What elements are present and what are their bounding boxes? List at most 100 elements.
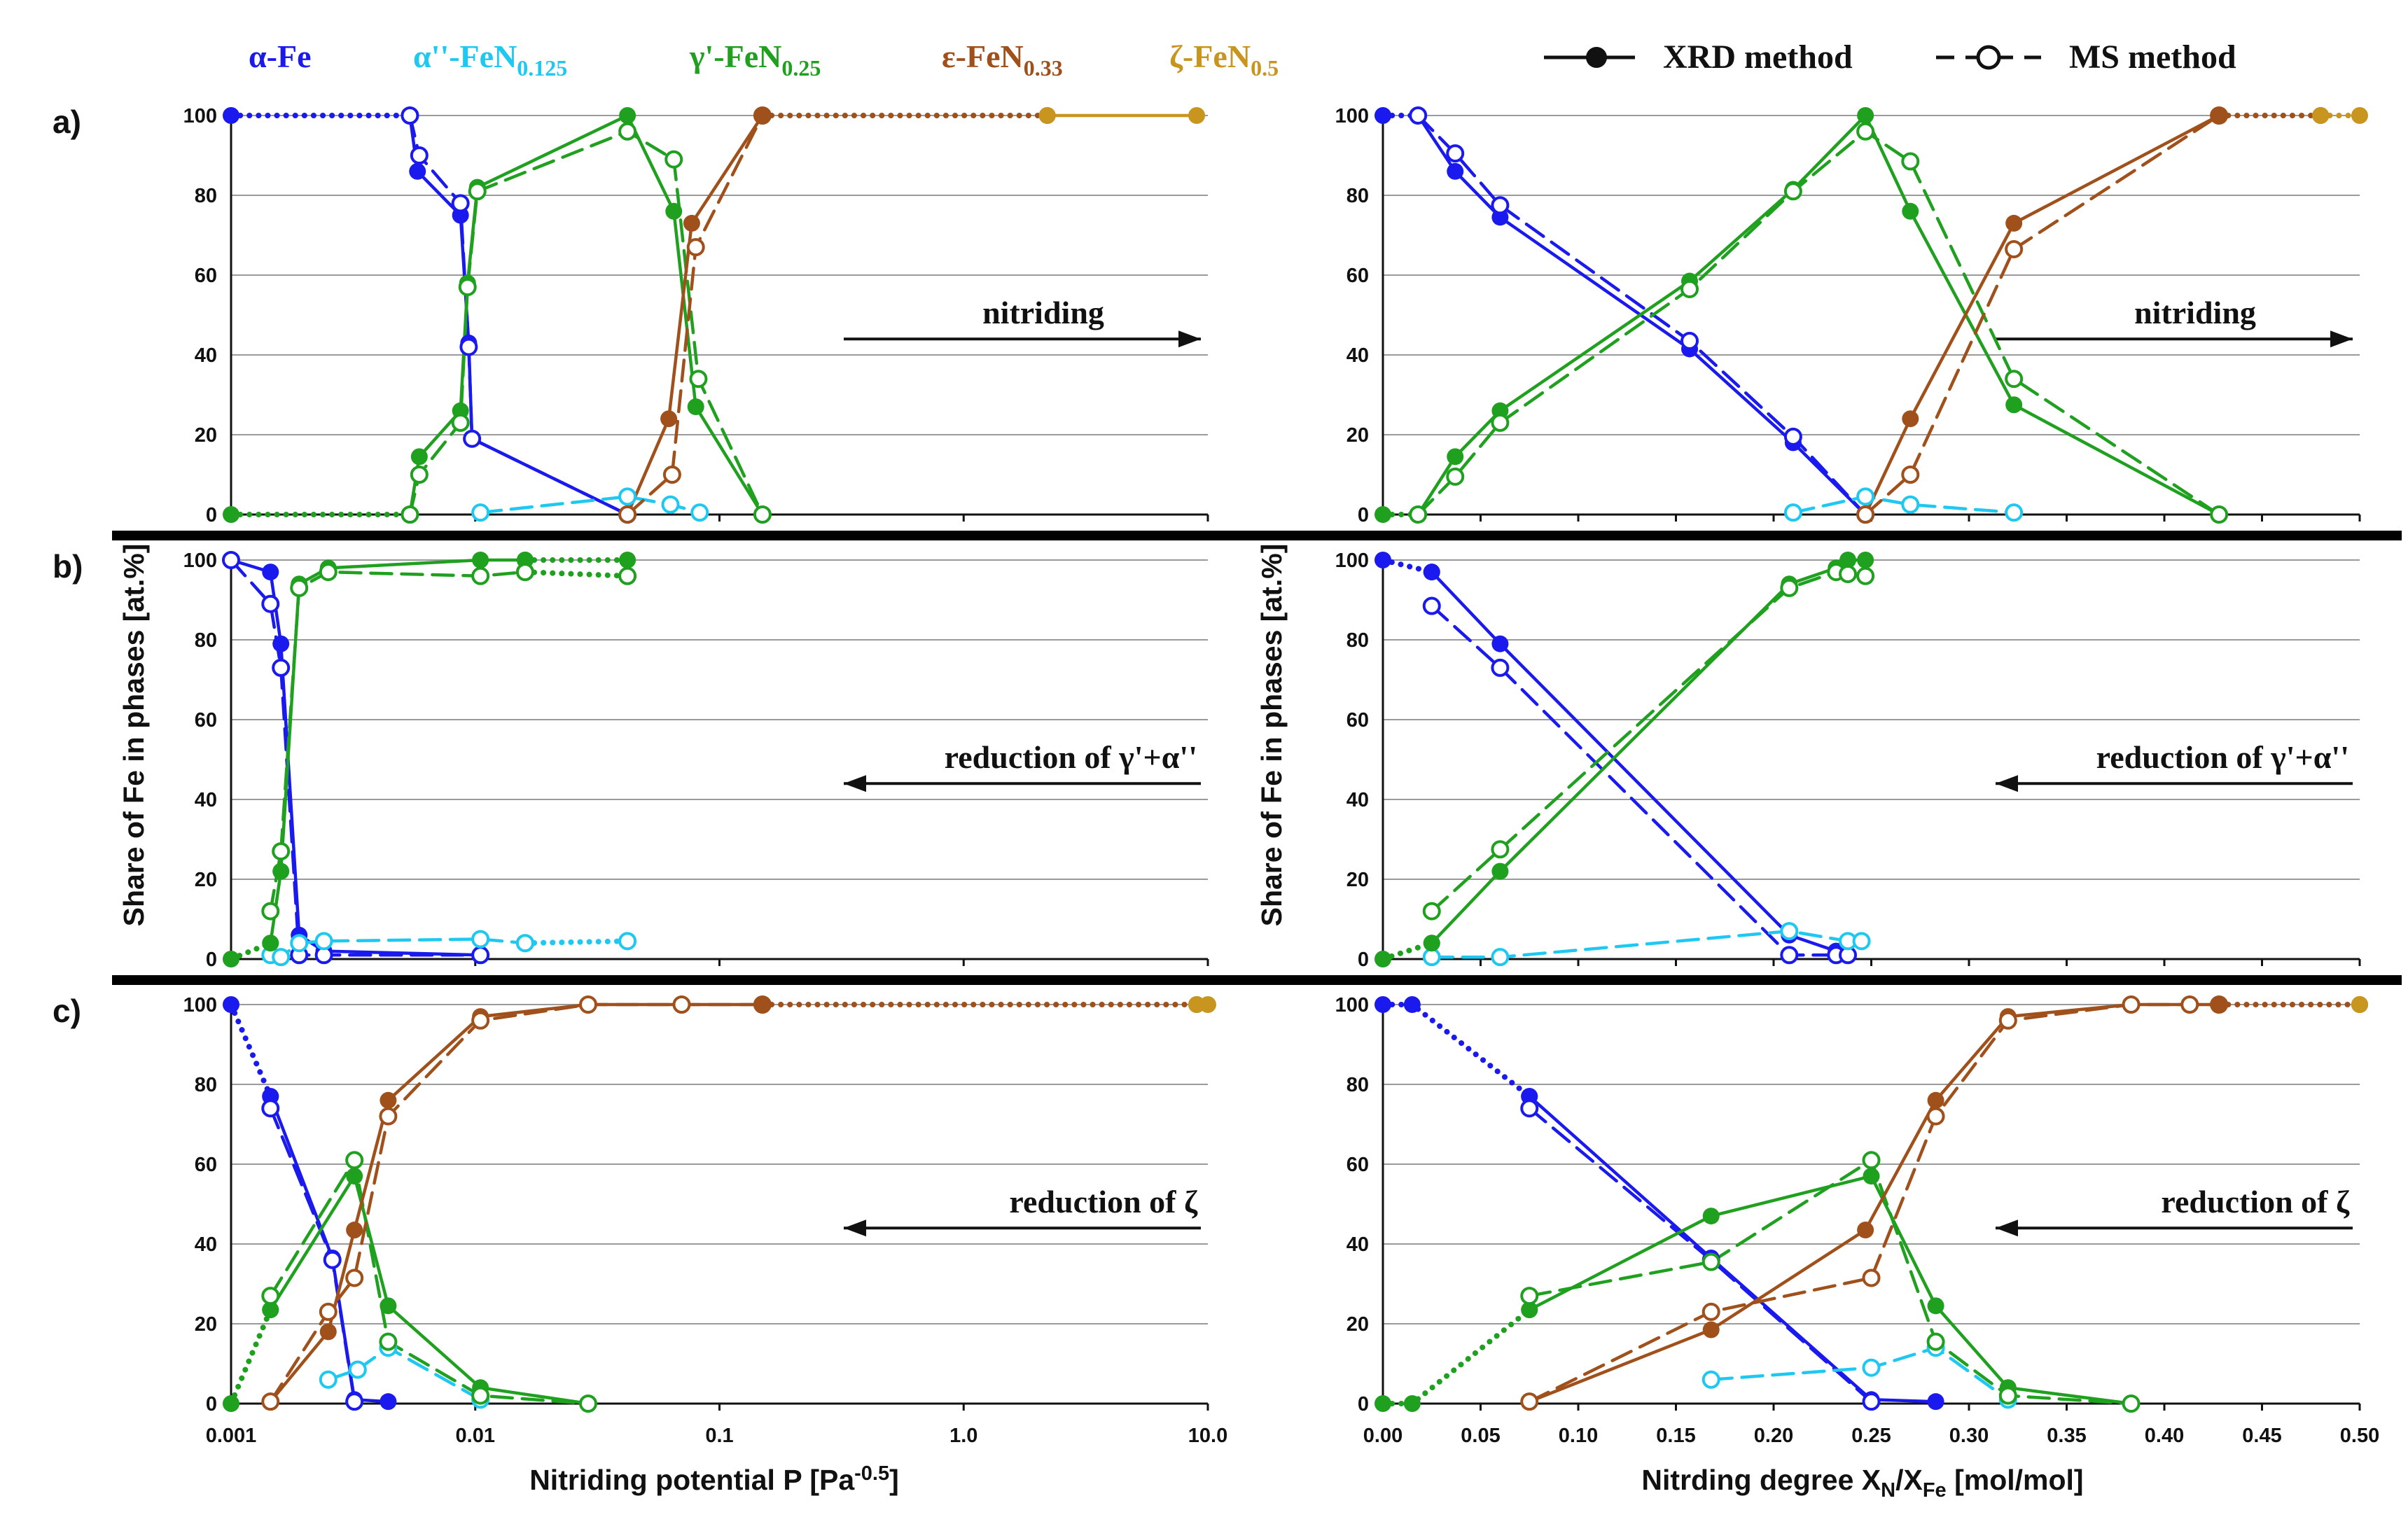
x-tick-label: 0.50 xyxy=(2340,1425,2379,1447)
point-gamma-ms xyxy=(261,902,280,921)
point-gamma-xrd xyxy=(1857,552,1874,568)
series-gamma-ms-line xyxy=(408,130,765,517)
series-gamma-xrd-line xyxy=(228,1307,274,1406)
point-epsilon-ms xyxy=(319,1302,337,1321)
series-gamma-xrd-line xyxy=(1430,558,1867,945)
point-gamma-ms xyxy=(1446,467,1465,486)
y-tick-label: 40 xyxy=(1346,344,1369,367)
point-alpha-ms xyxy=(410,146,429,165)
point-gamma-ms xyxy=(1680,279,1699,298)
point-gamma-ms xyxy=(1701,1252,1720,1271)
series-alpha2-ms-line xyxy=(1791,495,2016,515)
series-gamma-ms-line xyxy=(269,570,527,913)
point-alpha2-ms xyxy=(1852,932,1871,951)
point-gamma-ms xyxy=(471,1386,490,1405)
y-tick-label: 80 xyxy=(195,629,217,652)
point-alpha-ms xyxy=(1446,144,1465,163)
point-alpha-xrd xyxy=(409,162,426,180)
series-alpha-xrd-line xyxy=(1416,113,1867,517)
left-xlabel-part: Nitriding potential P [Pa xyxy=(529,1464,855,1496)
point-alpha-xrd xyxy=(1447,162,1464,180)
point-alpha-ms xyxy=(323,1250,342,1269)
point-gamma-xrd xyxy=(1702,1208,1720,1225)
point-alpha2-ms xyxy=(690,503,709,522)
point-alpha2-ms xyxy=(1491,948,1510,967)
legend: α-Fe α''-FeN0.125 γ'-FeN0.25 ε-FeN0.33 ζ… xyxy=(249,39,2236,81)
point-gamma-ms xyxy=(1409,505,1428,524)
point-epsilon-xrd xyxy=(683,214,700,232)
point-gamma-ms xyxy=(458,278,477,297)
point-alpha-ms xyxy=(463,429,482,448)
panels: a) 0 20 40 60 80 100 nitriding 0 20 40 60 80 100 nitri… xyxy=(53,104,2402,1447)
point-gamma-xrd xyxy=(1447,448,1464,466)
x-tick-label: 1.0 xyxy=(949,1425,977,1447)
point-gamma-ms xyxy=(753,505,772,524)
series-alpha2-ms-line xyxy=(1709,1345,2010,1401)
y-tick-label: 100 xyxy=(1335,994,1369,1016)
x-tick-label: 0.001 xyxy=(206,1425,257,1447)
point-gamma-xrd xyxy=(472,552,489,568)
point-gamma-xrd xyxy=(2005,396,2023,414)
point-alpha-ms xyxy=(1780,946,1799,965)
y-tick-label: 100 xyxy=(1335,550,1369,572)
point-gamma-xrd xyxy=(1863,1168,1880,1185)
point-epsilon-ms xyxy=(1901,466,1920,484)
y-tick-label: 60 xyxy=(1346,709,1369,732)
series-alpha-ms-line xyxy=(269,1106,356,1404)
x-tick-label: 0.15 xyxy=(1656,1425,1695,1447)
point-gamma-xrd xyxy=(1374,506,1391,523)
annotation-arrowhead xyxy=(844,1219,866,1237)
point-epsilon-ms xyxy=(471,1011,490,1030)
x-tick-label: 0.1 xyxy=(705,1425,733,1447)
series-epsilon-ms-line xyxy=(625,113,765,517)
annotation-text: reduction of γ'+α'' xyxy=(2096,739,2349,775)
point-gamma-xrd xyxy=(223,506,239,523)
point-alpha-xrd xyxy=(262,564,279,581)
point-epsilon-ms xyxy=(1520,1392,1539,1411)
point-alpha2-ms xyxy=(1780,922,1799,941)
right-xlabel-part: [mol/mol] xyxy=(1947,1464,2084,1496)
point-gamma-xrd xyxy=(262,1301,279,1319)
point-epsilon-ms xyxy=(618,505,637,524)
series-gamma-ms-line xyxy=(1430,570,1867,913)
point-gamma-ms xyxy=(1856,566,1875,585)
point-alpha2-ms xyxy=(314,932,333,951)
point-alpha2-ms xyxy=(1862,1358,1881,1377)
point-alpha2-ms xyxy=(290,934,309,953)
y-tick-label: 0 xyxy=(206,504,217,526)
left-panel-1: 0 20 40 60 80 100 nitriding xyxy=(183,105,1209,526)
point-alpha-xrd xyxy=(1374,996,1391,1013)
y-tick-label: 20 xyxy=(1346,1313,1369,1336)
legend-epsilon-subscript: 0.33 xyxy=(1024,55,1063,81)
point-epsilon-ms xyxy=(1856,505,1875,524)
series-gamma-xrd-line xyxy=(1416,113,2221,517)
point-gamma-xrd xyxy=(1423,935,1440,952)
y-tick-label: 40 xyxy=(1346,1233,1369,1256)
y-tick-label: 20 xyxy=(195,1313,217,1336)
right-xlabel-part: /X xyxy=(1895,1464,1923,1496)
point-zeta-xrd xyxy=(2351,107,2368,124)
point-alpha-xrd xyxy=(223,107,239,124)
y-tick-label: 20 xyxy=(1346,424,1369,447)
point-gamma-ms xyxy=(1422,902,1441,921)
annotation-arrowhead xyxy=(844,775,866,792)
legend-zeta: ζ-FeN0.5 xyxy=(1169,39,1279,81)
point-alpha-xrd xyxy=(1403,996,1421,1013)
series-gamma-xrd-line xyxy=(1380,940,1435,962)
series-alpha2-ms-line xyxy=(326,1345,482,1401)
legend-alpha2-subscript: 0.125 xyxy=(517,55,567,81)
x-tick-label: 0.40 xyxy=(2145,1425,2184,1447)
point-alpha2-ms xyxy=(661,495,680,514)
y-tick-label: 60 xyxy=(1346,265,1369,287)
left-panel-2: 0 20 40 60 80 100 reduction of γ'+α'' xyxy=(183,550,1209,971)
legend-zeta-subscript: 0.5 xyxy=(1251,55,1279,81)
y-tick-label: 20 xyxy=(1346,869,1369,891)
series-gamma-ms-line xyxy=(269,1159,590,1406)
legend-ms-marker xyxy=(1936,45,2041,70)
point-gamma-xrd xyxy=(272,862,290,880)
legend-gamma-name: γ'-FeN xyxy=(689,39,781,74)
series-alpha-ms-line xyxy=(1528,1106,1873,1404)
point-gamma-xrd xyxy=(223,951,239,967)
annotation-text: reduction of ζ xyxy=(1009,1184,1198,1219)
series-alpha-xrd-line xyxy=(1380,1002,1533,1100)
